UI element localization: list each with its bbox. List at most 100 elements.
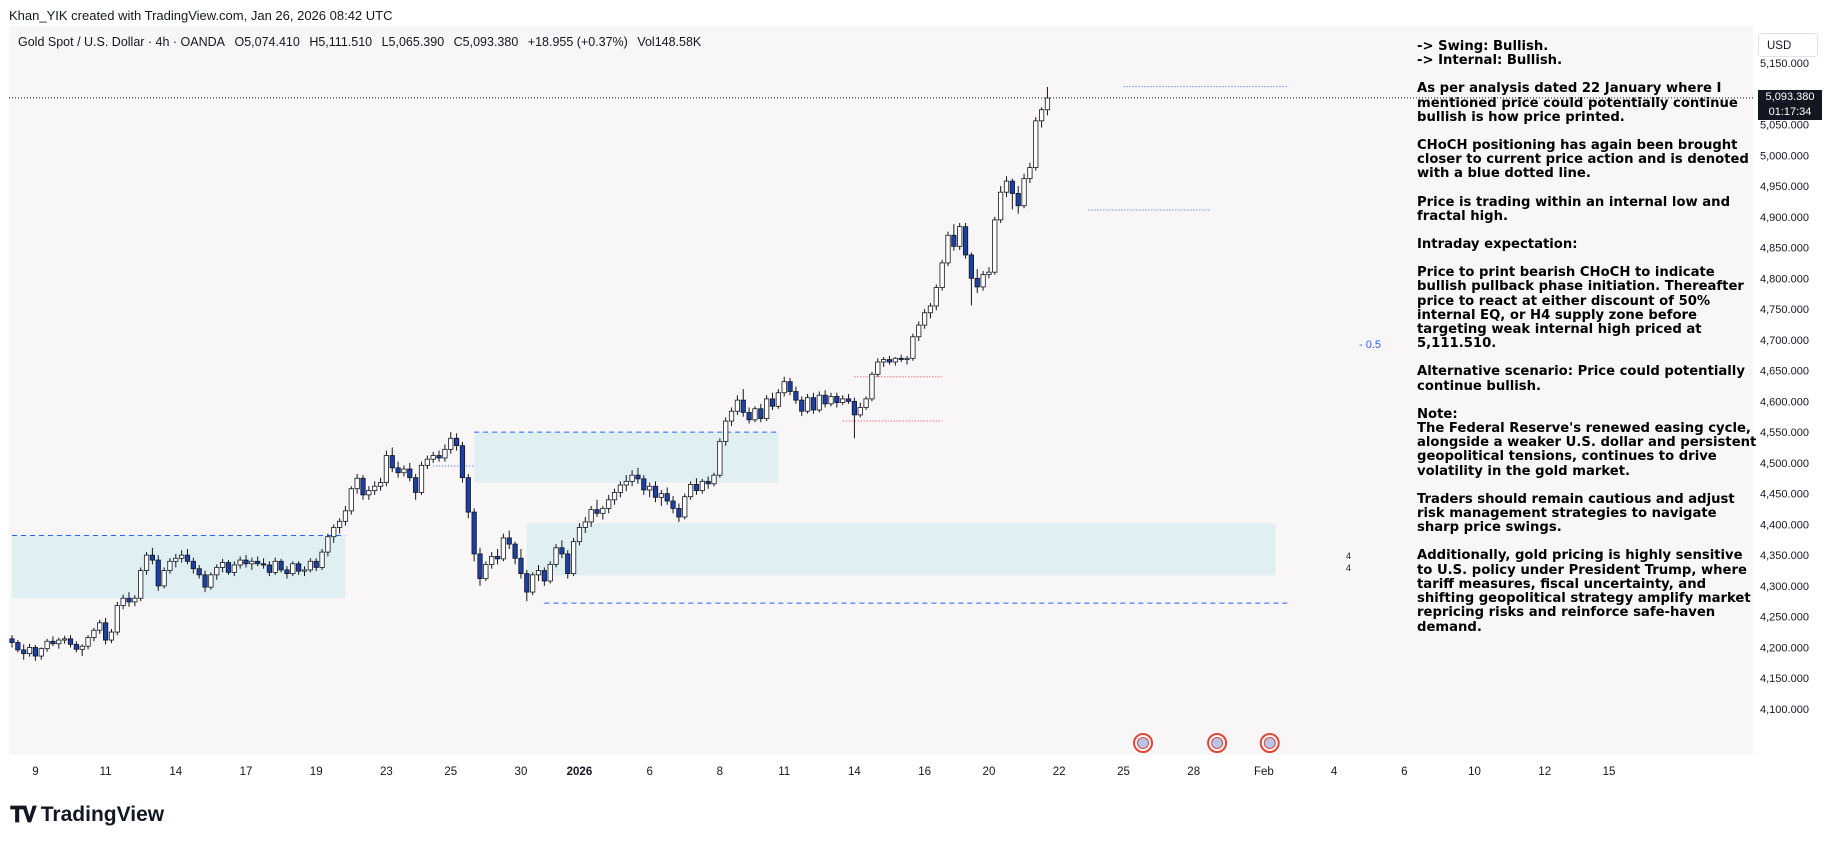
candle-body — [424, 458, 430, 466]
candle-body — [734, 399, 741, 412]
candle-body — [775, 392, 781, 407]
candle-body — [682, 496, 688, 518]
tradingview-logo[interactable]: 𝐓𝐕 TradingView — [10, 802, 164, 827]
candle-body — [822, 394, 828, 405]
candle-body — [477, 553, 483, 579]
candle-body — [512, 543, 518, 559]
candle-body — [73, 643, 79, 650]
candle-body — [553, 547, 559, 565]
last-price-value: 5,093.380 — [1765, 90, 1815, 103]
price-axis-tick: 5,000.000 — [1760, 150, 1809, 162]
candle-body — [103, 622, 109, 641]
candle-body — [998, 191, 1004, 221]
time-axis-tick: 20 — [983, 766, 996, 778]
candle-body — [571, 541, 577, 575]
candle-body — [126, 597, 132, 603]
analysis-notes: -> Swing: Bullish. -> Internal: Bullish.… — [1417, 39, 1757, 649]
candle-body — [389, 455, 395, 469]
candle-body — [582, 521, 588, 528]
candle-body — [705, 480, 711, 485]
candle-body — [816, 394, 822, 411]
candle-body — [693, 484, 700, 491]
candle-body — [196, 568, 202, 576]
candle-body — [483, 563, 489, 579]
candle-body — [524, 573, 530, 593]
candle-body — [360, 477, 366, 496]
candle-body — [635, 474, 641, 480]
price-axis-tick: 4,600.000 — [1760, 396, 1809, 408]
candle-body — [173, 557, 179, 562]
candle-body — [219, 562, 226, 568]
candle-body — [453, 437, 460, 447]
candle-body — [179, 554, 185, 559]
order-block-zone — [474, 432, 779, 483]
candle-body — [208, 574, 214, 588]
time-axis-tick: 28 — [1187, 766, 1200, 778]
candle-body — [980, 274, 986, 288]
flag-icon — [1211, 737, 1224, 749]
time-axis-tick: 25 — [444, 766, 457, 778]
time-axis-tick: 16 — [918, 766, 931, 778]
candle-body — [342, 510, 349, 522]
time-axis-tick: 4 — [1331, 766, 1338, 778]
currency-button[interactable]: USD — [1758, 33, 1818, 57]
candle-body — [231, 564, 237, 573]
candle-body — [489, 555, 495, 565]
candle-body — [1009, 180, 1015, 194]
candle-body — [225, 562, 232, 573]
candle-body — [284, 569, 290, 575]
flag-icon — [1137, 737, 1150, 749]
candle-body — [313, 560, 319, 568]
time-axis-tick: 17 — [240, 766, 253, 778]
candle-body — [758, 408, 764, 419]
candle-body — [260, 563, 267, 566]
candle-body — [155, 559, 161, 587]
price-axis-tick: 4,850.000 — [1760, 243, 1809, 255]
candle-body — [348, 488, 354, 512]
ohlc-change: +18.955 (+0.37%) — [527, 35, 628, 49]
note-paragraph: Price is trading within an internal low … — [1417, 194, 1731, 224]
candle-body — [916, 324, 922, 338]
candle-body — [588, 509, 594, 523]
candle-body — [535, 570, 542, 576]
candle-body — [617, 484, 624, 493]
candle-body — [249, 560, 255, 565]
candle-body — [805, 397, 811, 412]
candle-body — [658, 493, 664, 498]
candle-body — [793, 391, 799, 401]
candle-body — [910, 336, 916, 359]
candle-body — [664, 493, 670, 502]
note-paragraph: As per analysis dated 22 January where I… — [1417, 81, 1738, 125]
candle-body — [56, 639, 62, 645]
candle-body — [62, 638, 68, 641]
time-axis-tick: 19 — [310, 766, 323, 778]
bar-countdown: 01:17:34 — [1768, 105, 1812, 118]
candle-body — [190, 560, 196, 570]
candle-body — [301, 569, 308, 572]
candle-body — [869, 373, 875, 400]
candle-body — [898, 357, 904, 360]
time-axis-tick: 8 — [717, 766, 723, 778]
candle-body — [430, 455, 436, 460]
note-paragraph: -> Swing: Bullish. -> Internal: Bullish. — [1417, 39, 1563, 69]
candle-body — [114, 605, 120, 633]
candle-body — [243, 559, 249, 565]
attribution-text: Khan_YIK created with TradingView.com, J… — [9, 8, 393, 23]
candle-body — [927, 305, 934, 314]
time-axis-tick: 11 — [778, 766, 790, 778]
tv-logo-icon: 𝐓𝐕 — [10, 802, 37, 827]
note-paragraph: Additionally, gold pricing is highly sen… — [1417, 548, 1751, 635]
candle-body — [413, 477, 419, 493]
time-axis-tick: Feb — [1254, 766, 1274, 778]
candle-body — [647, 485, 653, 491]
price-chart[interactable]: - 0.5 4 4 4,100.000 4,150.000 4,200.000 4,250… — [0, 26, 1835, 786]
time-axis-tick: 10 — [1468, 766, 1481, 778]
volume-value: Vol148.58K — [637, 35, 702, 49]
candle-body — [810, 397, 817, 411]
price-axis-tick: 4,900.000 — [1760, 212, 1809, 224]
candle-body — [828, 396, 834, 405]
candle-body — [494, 555, 501, 560]
candle-body — [530, 574, 536, 593]
zone-label: 4 — [1346, 551, 1351, 561]
price-axis-tick: 4,250.000 — [1760, 612, 1809, 624]
